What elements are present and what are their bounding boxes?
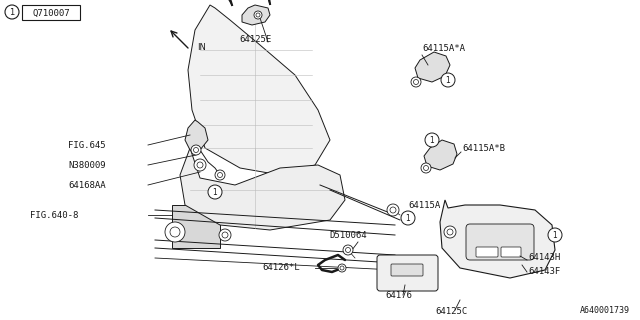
Circle shape [194,159,206,171]
Text: 64115A: 64115A [408,201,440,210]
Circle shape [170,227,180,237]
FancyBboxPatch shape [22,5,80,20]
Text: 1: 1 [212,188,218,196]
Circle shape [424,165,429,171]
Text: 64115A*A: 64115A*A [422,44,465,52]
Circle shape [191,145,201,155]
Text: FIG.640-8: FIG.640-8 [30,211,78,220]
Circle shape [387,204,399,216]
Circle shape [411,77,421,87]
Circle shape [218,172,223,178]
Text: 64115A*B: 64115A*B [462,143,505,153]
Polygon shape [440,200,555,278]
Polygon shape [415,52,450,82]
Circle shape [165,222,185,242]
Polygon shape [172,205,220,248]
Text: 1: 1 [429,135,435,145]
Circle shape [413,79,419,84]
Text: 1: 1 [10,7,15,17]
Circle shape [197,162,203,168]
Polygon shape [185,120,208,150]
Polygon shape [180,148,345,230]
Text: D510064: D510064 [329,231,367,240]
Circle shape [219,229,231,241]
Circle shape [343,245,353,255]
Circle shape [447,229,453,235]
Text: 64125E: 64125E [239,35,271,44]
Circle shape [215,170,225,180]
Circle shape [401,211,415,225]
Text: A640001739: A640001739 [580,306,630,315]
Circle shape [444,226,456,238]
FancyBboxPatch shape [466,224,534,260]
Text: 64143H: 64143H [528,253,560,262]
Circle shape [256,13,260,17]
Circle shape [548,228,562,242]
FancyBboxPatch shape [377,255,438,291]
Circle shape [425,133,439,147]
Circle shape [254,11,262,19]
Text: N380009: N380009 [68,161,106,170]
Polygon shape [242,5,270,25]
Circle shape [222,232,228,238]
Text: 1: 1 [406,213,410,222]
Text: 64126*L: 64126*L [262,263,300,273]
Polygon shape [188,5,330,175]
Text: Q710007: Q710007 [32,9,70,18]
FancyBboxPatch shape [501,247,521,257]
Circle shape [441,73,455,87]
Text: 64176: 64176 [385,291,412,300]
Text: 1: 1 [445,76,451,84]
Circle shape [5,5,19,19]
Circle shape [390,207,396,213]
Text: 64125C: 64125C [435,308,467,316]
Circle shape [208,185,222,199]
Circle shape [340,266,344,270]
Text: 1: 1 [552,230,557,239]
Circle shape [346,247,351,252]
Circle shape [421,163,431,173]
Text: 64168AA: 64168AA [68,180,106,189]
FancyBboxPatch shape [391,264,423,276]
FancyBboxPatch shape [476,247,498,257]
Circle shape [338,264,346,272]
Text: IN: IN [197,43,206,52]
Text: 64143F: 64143F [528,268,560,276]
Text: FIG.645: FIG.645 [68,140,106,149]
Circle shape [193,148,198,153]
Polygon shape [424,140,457,170]
